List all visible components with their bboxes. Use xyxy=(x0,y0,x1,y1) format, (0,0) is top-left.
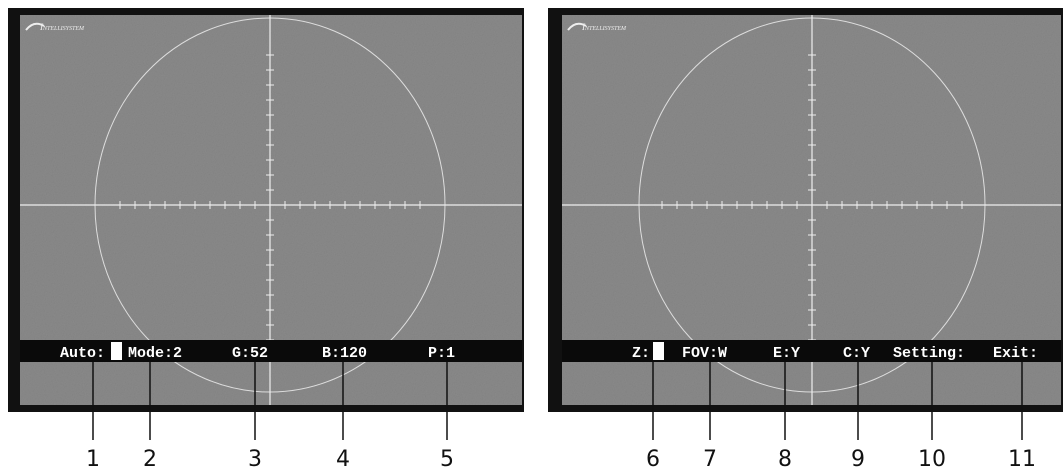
osd-item: 1 xyxy=(654,345,663,362)
osd-item: FOV:W xyxy=(682,345,727,362)
osd-item: Z: xyxy=(632,345,650,362)
screen: Intellisystem Auto: 2 Mode:2 G:52 B:120 P:1 xyxy=(8,8,524,412)
figure: Intellisystem Auto: 2 Mode:2 G:52 B:120 P:1 1 2 3… xyxy=(0,0,1063,472)
osd-item: Mode:2 xyxy=(128,345,182,362)
osd-item: Exit: xyxy=(993,345,1038,362)
osd-item: B:120 xyxy=(322,345,367,362)
osd-item: Setting: xyxy=(893,345,965,362)
callout-number: 5 xyxy=(440,447,454,472)
callout-number: 2 xyxy=(143,447,157,472)
callout-number: 9 xyxy=(851,447,865,472)
callout-number: 7 xyxy=(703,447,717,472)
osd-item: P:1 xyxy=(428,345,455,362)
screen: Intellisystem Z:1 FOV:W E:Y C:Y Setting: Exit: xyxy=(548,8,1063,412)
callout-number: 10 xyxy=(918,447,946,472)
osd-item: E:Y xyxy=(773,345,800,362)
callout-number: 4 xyxy=(336,447,350,472)
callout-number: 1 xyxy=(86,447,100,472)
osd-item: 2 xyxy=(112,345,121,362)
osd-item: Auto: xyxy=(60,345,105,362)
logo: Intellisystem xyxy=(581,22,627,32)
logo: Intellisystem xyxy=(39,22,85,32)
callout-number: 6 xyxy=(646,447,660,472)
osd-item: C:Y xyxy=(843,345,870,362)
callout-number: 11 xyxy=(1008,447,1036,472)
osd-item: G:52 xyxy=(232,345,268,362)
callout-number: 8 xyxy=(778,447,792,472)
callout-number: 3 xyxy=(248,447,262,472)
